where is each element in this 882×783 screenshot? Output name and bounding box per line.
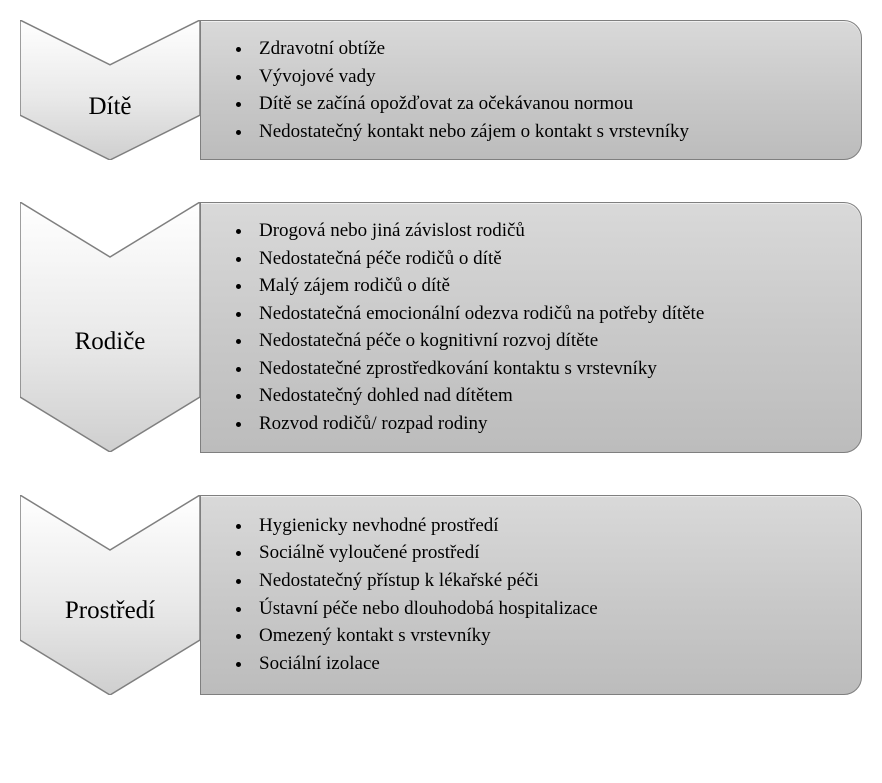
list-item: Ústavní péče nebo dlouhodobá hospitaliza… — [253, 595, 598, 623]
list-item: Zdravotní obtíže — [253, 35, 689, 63]
section-row: Dítě Zdravotní obtížeVývojové vadyDítě se… — [20, 20, 862, 160]
list-item: Vývojové vady — [253, 63, 689, 91]
list-item: Nedostatečný přístup k lékařské péči — [253, 567, 598, 595]
section-row: RodičeDrogová nebo jiná závislost rodičů… — [20, 202, 862, 452]
list-item: Nedostatečná emocionální odezva rodičů n… — [253, 300, 704, 328]
bullet-list: Zdravotní obtížeVývojové vadyDítě se zač… — [229, 35, 689, 145]
list-item: Sociálně vyloučené prostředí — [253, 539, 598, 567]
list-item: Malý zájem rodičů o dítě — [253, 272, 704, 300]
section-row: ProstředíHygienicky nevhodné prostředíSo… — [20, 495, 862, 695]
list-item: Sociální izolace — [253, 650, 598, 678]
chevron-down-icon: Rodiče — [20, 202, 200, 452]
list-item: Dítě se začíná opožďovat za očekávanou n… — [253, 90, 689, 118]
list-item: Omezený kontakt s vrstevníky — [253, 622, 598, 650]
list-item: Nedostatečná péče rodičů o dítě — [253, 245, 704, 273]
list-item: Rozvod rodičů/ rozpad rodiny — [253, 410, 704, 438]
infographic-root: Dítě Zdravotní obtížeVývojové vadyDítě se… — [20, 20, 862, 695]
content-panel: Hygienicky nevhodné prostředíSociálně vy… — [200, 495, 862, 695]
bullet-list: Drogová nebo jiná závislost rodičůNedost… — [229, 217, 704, 437]
list-item: Nedostatečné zprostředkování kontaktu s … — [253, 355, 704, 383]
list-item: Drogová nebo jiná závislost rodičů — [253, 217, 704, 245]
chevron-down-icon: Dítě — [20, 20, 200, 160]
content-panel: Zdravotní obtížeVývojové vadyDítě se zač… — [200, 20, 862, 160]
list-item: Nedostatečná péče o kognitivní rozvoj dí… — [253, 327, 704, 355]
bullet-list: Hygienicky nevhodné prostředíSociálně vy… — [229, 512, 598, 677]
chevron-down-icon: Prostředí — [20, 495, 200, 695]
list-item: Nedostatečný kontakt nebo zájem o kontak… — [253, 118, 689, 146]
list-item: Hygienicky nevhodné prostředí — [253, 512, 598, 540]
list-item: Nedostatečný dohled nad dítětem — [253, 382, 704, 410]
content-panel: Drogová nebo jiná závislost rodičůNedost… — [200, 202, 862, 452]
